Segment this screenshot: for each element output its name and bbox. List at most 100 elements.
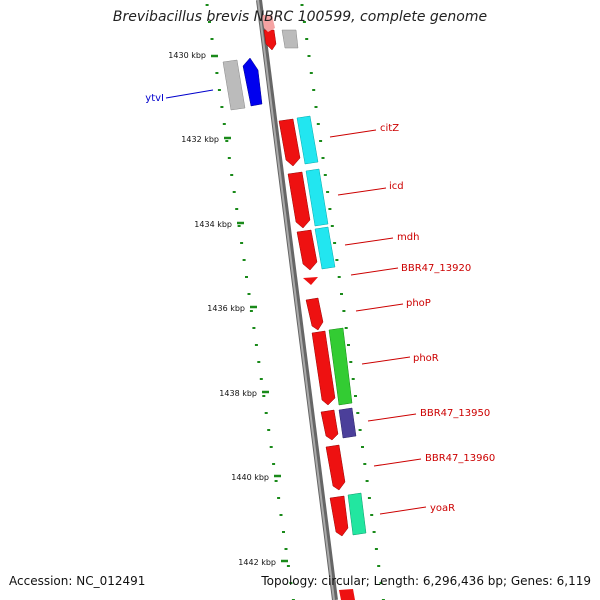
connector-line bbox=[355, 303, 404, 312]
track-dot bbox=[354, 395, 357, 397]
gene-feature[interactable] bbox=[338, 407, 357, 439]
track-dot bbox=[217, 89, 221, 91]
tick-label: 1432 kbp bbox=[181, 135, 219, 144]
connector-line bbox=[337, 187, 387, 196]
track-dot bbox=[262, 395, 266, 397]
track-dot bbox=[269, 446, 273, 448]
topology-text: Topology: circular; Length: 6,296,436 bp… bbox=[261, 574, 591, 588]
track-dot bbox=[372, 531, 376, 533]
tick-label: 1436 kbp bbox=[207, 304, 245, 313]
genome-backbone-highlight bbox=[257, 0, 335, 600]
track-dot bbox=[379, 582, 383, 584]
track-dot bbox=[235, 208, 239, 210]
gene-features bbox=[222, 15, 367, 600]
track-dot bbox=[264, 412, 268, 414]
track-dot bbox=[205, 4, 209, 6]
major-ticks: 1430 kbp 1432 kbp 1434 kbp 1436 kbp 1438… bbox=[168, 51, 288, 567]
gene-label-phop[interactable]: phoP bbox=[406, 298, 431, 309]
track-dot bbox=[370, 514, 374, 516]
track-dot bbox=[300, 4, 304, 6]
track-dot bbox=[259, 378, 263, 380]
track-dot bbox=[210, 38, 214, 40]
connector-line bbox=[329, 129, 377, 138]
gene-label-phor[interactable]: phoR bbox=[413, 353, 439, 364]
gene-feature-mdh[interactable] bbox=[296, 229, 318, 271]
track-dot bbox=[307, 55, 311, 57]
track-dot bbox=[347, 344, 350, 346]
track-dot bbox=[245, 276, 248, 278]
track-dot bbox=[208, 21, 211, 23]
gene-feature[interactable] bbox=[314, 226, 336, 270]
track-dot bbox=[323, 174, 327, 176]
gene-feature-yoar[interactable] bbox=[329, 495, 349, 537]
gene-label-bbr47-13920[interactable]: BBR47_13920 bbox=[401, 263, 471, 274]
gene-feature[interactable] bbox=[262, 15, 275, 32]
gene-feature-icd[interactable] bbox=[287, 171, 311, 229]
tick-label: 1440 kbp bbox=[231, 473, 269, 482]
track-dot bbox=[309, 72, 313, 74]
gene-feature-bbr47-13950[interactable] bbox=[320, 409, 339, 441]
track-dot bbox=[333, 242, 337, 244]
track-dot bbox=[349, 361, 353, 363]
coordinate-tracks bbox=[205, 4, 385, 600]
track-dot bbox=[225, 140, 229, 142]
track-dot bbox=[215, 72, 219, 74]
track-dot bbox=[247, 293, 251, 295]
gene-labels: ytvI citZ icd mdh BBR47_13920 phoP phoR … bbox=[145, 93, 495, 514]
gene-label-bbr47-13950[interactable]: BBR47_13950 bbox=[420, 408, 490, 419]
track-dot bbox=[365, 480, 369, 482]
gene-label-citz[interactable]: citZ bbox=[380, 123, 399, 134]
track-dot bbox=[237, 225, 241, 227]
gene-feature[interactable] bbox=[263, 29, 277, 51]
gene-feature-bbr47-13920[interactable] bbox=[303, 277, 318, 285]
connector-line bbox=[165, 89, 214, 99]
gene-feature-phop[interactable] bbox=[305, 297, 324, 331]
gene-feature[interactable] bbox=[339, 589, 355, 600]
track-dot bbox=[321, 157, 325, 159]
map-title: Brevibacillus brevis NBRC 100599, comple… bbox=[112, 9, 488, 25]
track-dot bbox=[267, 429, 271, 431]
gene-label-yoar[interactable]: yoaR bbox=[430, 503, 455, 514]
gene-label-icd[interactable]: icd bbox=[389, 181, 404, 192]
track-dot bbox=[254, 344, 258, 346]
connector-line bbox=[379, 506, 427, 515]
track-dot bbox=[351, 378, 355, 380]
track-dot bbox=[335, 259, 339, 261]
track-dot bbox=[230, 174, 234, 176]
track-dot bbox=[358, 429, 362, 431]
gene-feature-bbr47-13960[interactable] bbox=[325, 444, 346, 491]
gene-feature[interactable] bbox=[347, 492, 367, 536]
track-dot bbox=[252, 327, 256, 329]
gene-feature[interactable] bbox=[281, 29, 299, 49]
label-connectors bbox=[165, 89, 427, 515]
gene-feature-citz[interactable] bbox=[278, 118, 301, 167]
track-dot bbox=[242, 259, 246, 261]
track-dot bbox=[282, 531, 285, 533]
connector-line bbox=[361, 356, 411, 365]
gene-feature[interactable] bbox=[222, 59, 246, 111]
track-dot bbox=[277, 497, 281, 499]
track-dot bbox=[330, 225, 334, 227]
gene-feature[interactable] bbox=[305, 168, 329, 227]
gene-feature[interactable] bbox=[328, 327, 353, 406]
track-dot bbox=[249, 310, 253, 312]
gene-label-mdh[interactable]: mdh bbox=[397, 232, 419, 243]
track-dot bbox=[312, 89, 316, 91]
track-dot bbox=[328, 208, 332, 210]
track-dot bbox=[220, 106, 224, 108]
gene-label-ytvi[interactable]: ytvI bbox=[145, 93, 164, 104]
gene-feature-ytvi[interactable] bbox=[242, 57, 263, 107]
gene-label-bbr47-13960[interactable]: BBR47_13960 bbox=[425, 453, 495, 464]
track-dot bbox=[342, 310, 346, 312]
tick-label: 1430 kbp bbox=[168, 51, 206, 60]
track-dot bbox=[326, 191, 330, 193]
gene-feature-phor[interactable] bbox=[311, 330, 336, 406]
track-dot bbox=[377, 565, 381, 567]
track-dot bbox=[356, 412, 360, 414]
connector-line bbox=[367, 413, 417, 422]
gene-feature[interactable] bbox=[296, 115, 319, 165]
accession-text: Accession: NC_012491 bbox=[9, 574, 146, 588]
track-dot bbox=[314, 106, 318, 108]
